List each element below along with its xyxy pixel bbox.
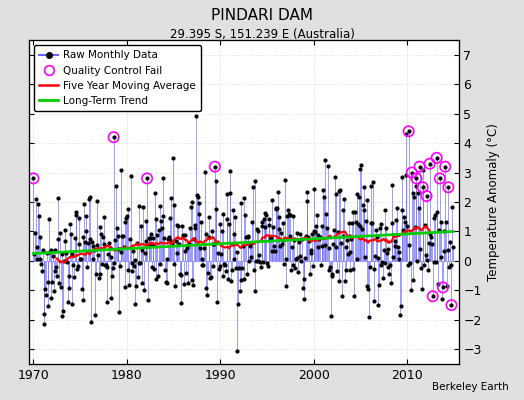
Point	[441, 164, 450, 170]
Point	[29, 175, 38, 182]
Point	[429, 293, 437, 300]
Point	[435, 175, 444, 182]
Point	[425, 160, 434, 167]
Text: 29.395 S, 151.239 E (Australia): 29.395 S, 151.239 E (Australia)	[170, 28, 354, 41]
Point	[211, 164, 219, 170]
Point	[422, 193, 431, 199]
Point	[447, 302, 456, 308]
Point	[408, 169, 416, 176]
Text: Berkeley Earth: Berkeley Earth	[432, 382, 508, 392]
Y-axis label: Temperature Anomaly (°C): Temperature Anomaly (°C)	[487, 123, 500, 281]
Point	[143, 175, 151, 182]
Point	[432, 155, 441, 161]
Point	[419, 184, 427, 190]
Point	[444, 184, 453, 190]
Point	[405, 128, 413, 134]
Point	[110, 134, 118, 140]
Point	[412, 175, 421, 182]
Point	[439, 284, 447, 291]
Legend: Raw Monthly Data, Quality Control Fail, Five Year Moving Average, Long-Term Tren: Raw Monthly Data, Quality Control Fail, …	[34, 45, 201, 111]
Text: PINDARI DAM: PINDARI DAM	[211, 8, 313, 23]
Point	[416, 164, 424, 170]
